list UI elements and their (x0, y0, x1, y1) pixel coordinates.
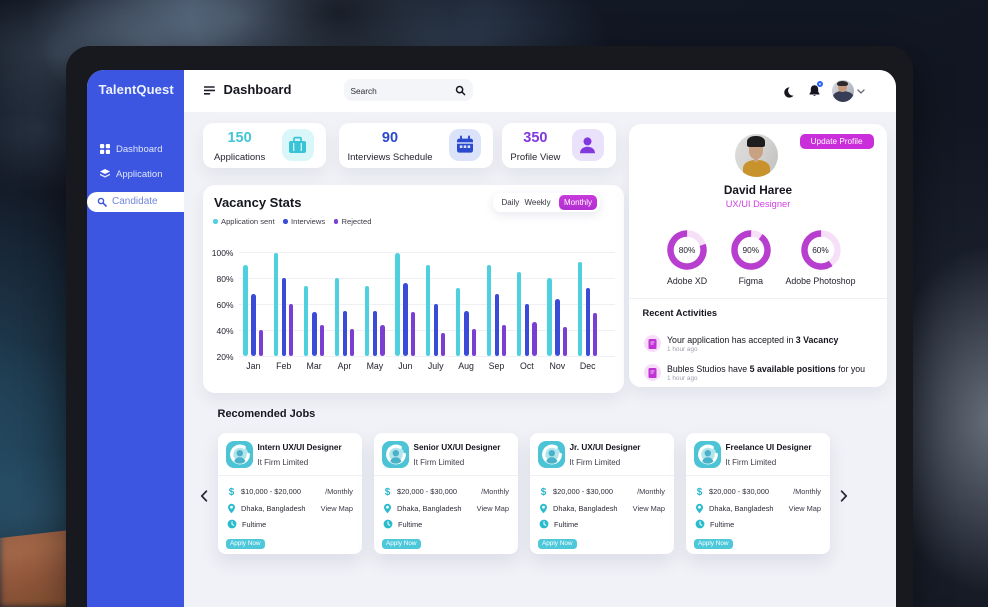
svg-text:$: $ (541, 487, 547, 497)
svg-text:$: $ (385, 487, 391, 497)
svg-text:$: $ (229, 487, 235, 497)
svg-text:$: $ (697, 487, 703, 497)
